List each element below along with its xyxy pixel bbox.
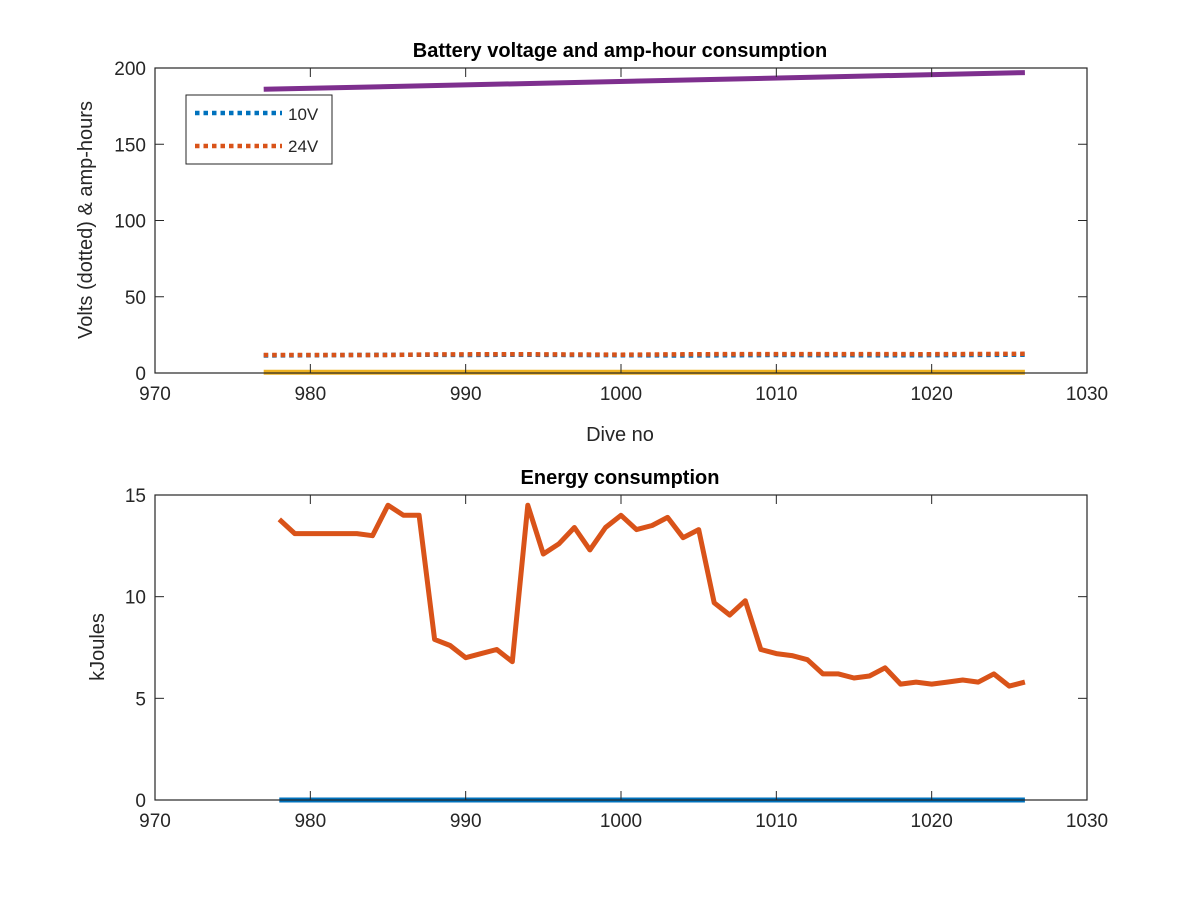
legend-box	[185, 94, 333, 165]
chart-title: Energy consumption	[521, 467, 720, 489]
series-line-0	[277, 502, 1026, 689]
energy-consumption-chart: Energy consumption 970 980 990 1000 1010 1020…	[87, 467, 1108, 832]
plot-area	[263, 70, 1025, 375]
y-tick-label: 200	[114, 59, 146, 80]
x-tick-label: 1020	[911, 811, 953, 832]
series-line-3	[263, 70, 1025, 92]
axis-ticks: 970 980 990 1000 1010 1020 1030 0 50 100 150 200	[114, 59, 1108, 405]
y-tick-label: 0	[135, 791, 146, 812]
y-tick-label: 150	[114, 135, 146, 156]
x-tick-label: 990	[450, 384, 482, 405]
x-tick-label: 1030	[1066, 811, 1108, 832]
x-tick-label: 970	[139, 811, 171, 832]
y-tick-label: 5	[135, 689, 146, 710]
y-tick-label: 50	[125, 288, 146, 309]
x-tick-label: 1020	[911, 384, 953, 405]
axis-ticks: 970 980 990 1000 1010 1020 1030 0 5 10 15	[125, 486, 1108, 832]
x-tick-label: 1000	[600, 811, 642, 832]
series-line-1	[263, 351, 1025, 358]
y-tick-label: 100	[114, 212, 146, 233]
x-tick-label: 980	[294, 811, 326, 832]
y-tick-label: 10	[125, 588, 146, 609]
chart-title: Battery voltage and amp-hour consumption	[413, 40, 827, 62]
y-axis-label: kJoules	[87, 613, 109, 681]
x-tick-label: 990	[450, 811, 482, 832]
voltage-amphour-chart: Battery voltage and amp-hour consumption…	[75, 40, 1108, 446]
legend-label-24v: 24V	[288, 137, 319, 156]
x-tick-label: 1010	[755, 811, 797, 832]
x-tick-label: 1030	[1066, 384, 1108, 405]
x-tick-label: 1010	[755, 384, 797, 405]
x-tick-label: 970	[139, 384, 171, 405]
y-axis-label: Volts (dotted) & amp-hours	[75, 101, 97, 339]
x-tick-label: 1000	[600, 384, 642, 405]
legend: 10V 24V	[185, 94, 333, 165]
legend-label-10v: 10V	[288, 105, 319, 124]
x-tick-label: 980	[294, 384, 326, 405]
x-axis-label: Dive no	[586, 424, 654, 446]
y-tick-label: 15	[125, 486, 146, 507]
y-tick-label: 0	[135, 364, 146, 385]
